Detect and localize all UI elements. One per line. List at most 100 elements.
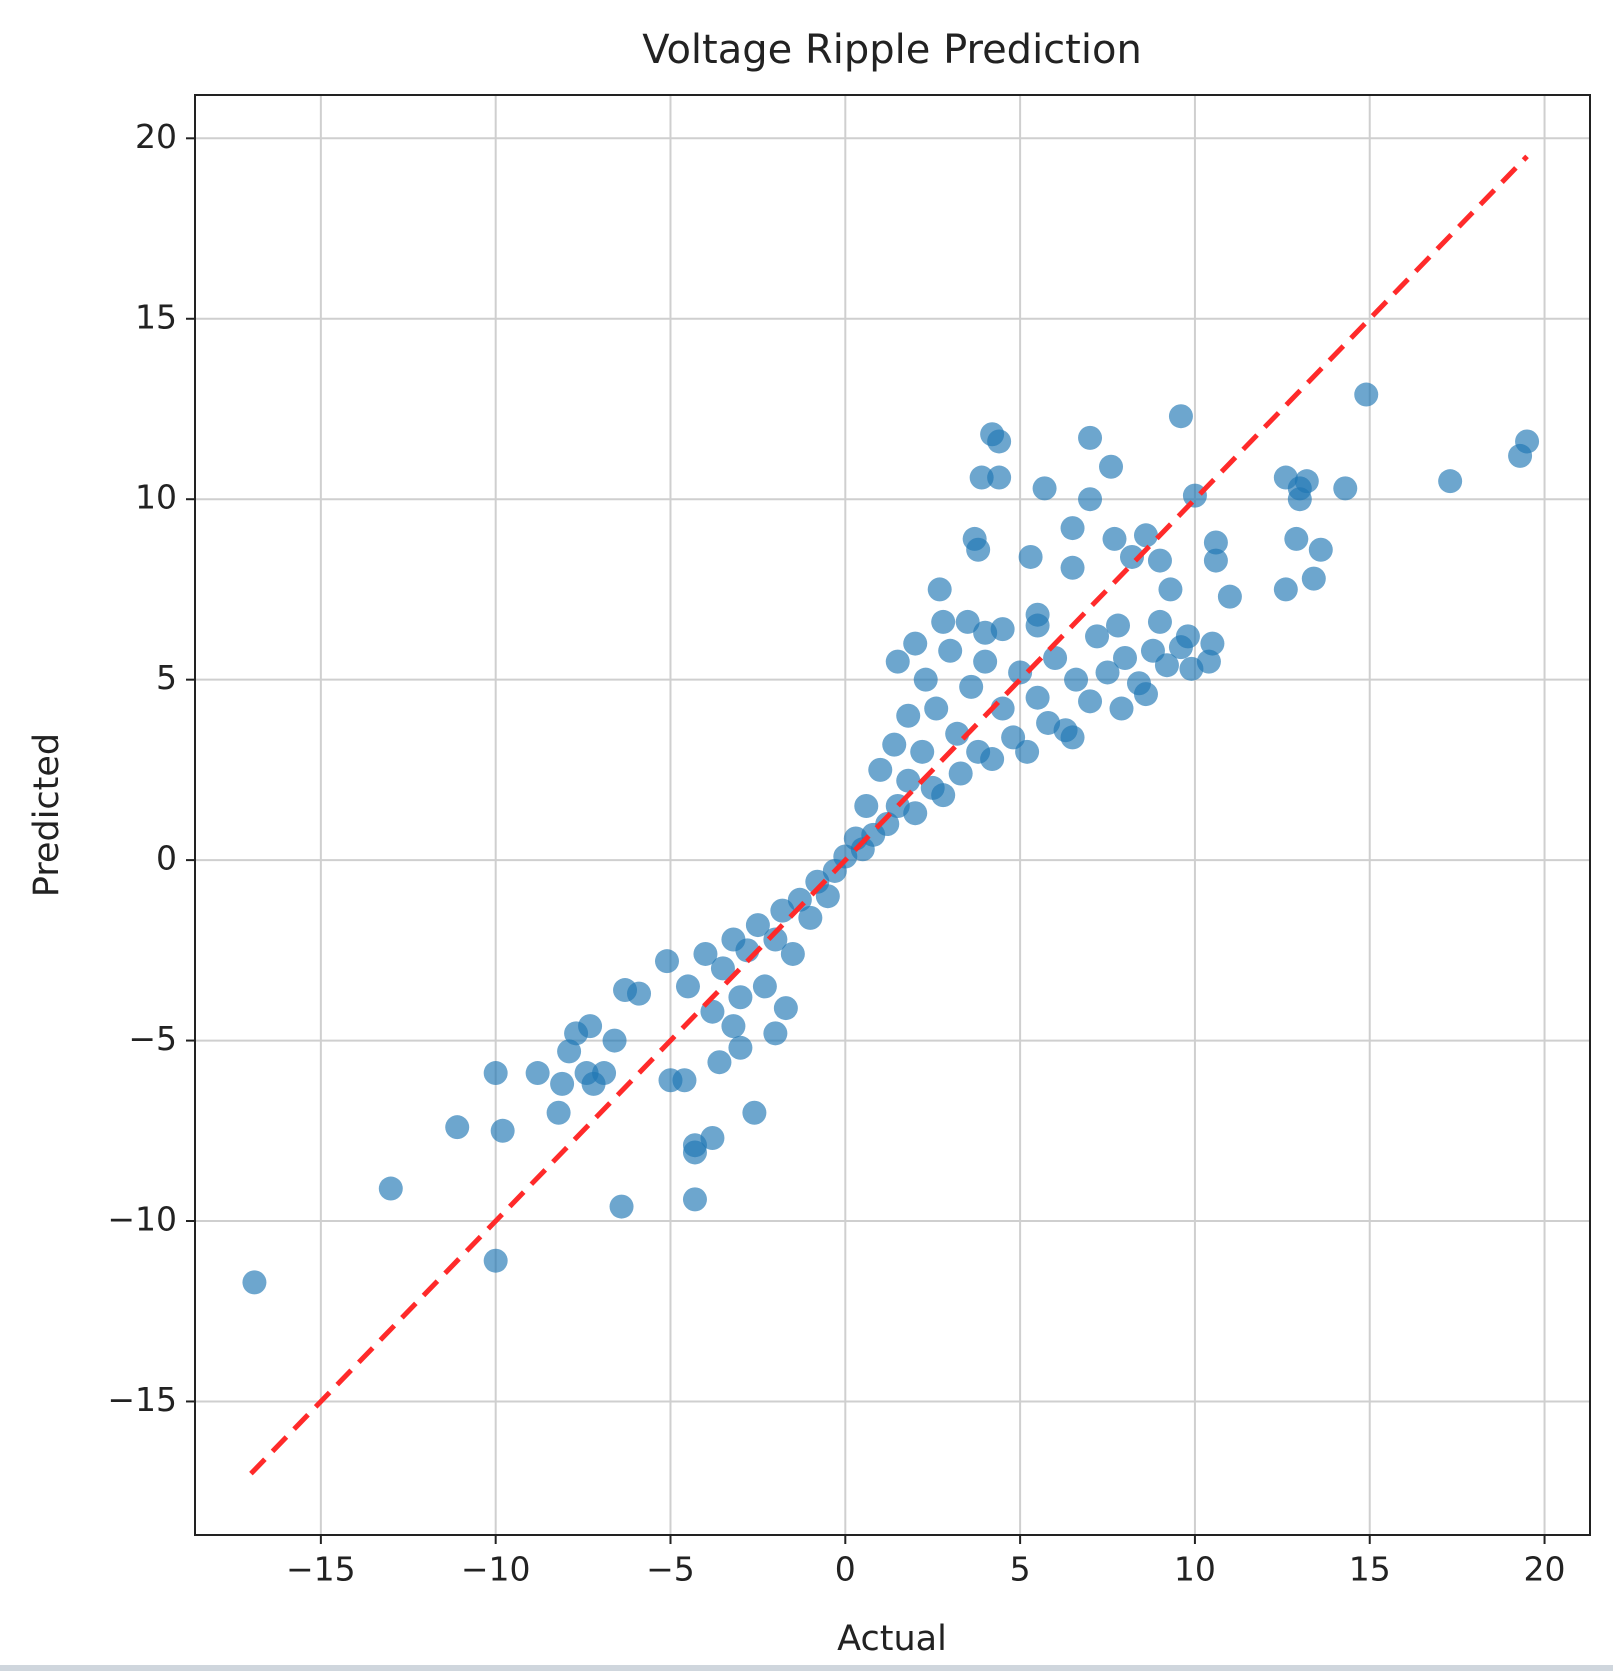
point <box>700 1126 725 1151</box>
x-tick-label: 5 <box>1010 1550 1031 1589</box>
point <box>1053 718 1078 743</box>
point <box>1284 526 1309 551</box>
point <box>602 1028 627 1053</box>
point <box>1168 635 1193 660</box>
point <box>707 1050 732 1075</box>
point <box>945 721 970 746</box>
point <box>927 577 952 602</box>
x-tick-label: 15 <box>1349 1550 1391 1589</box>
point <box>1113 646 1137 671</box>
reference-line <box>249 154 1529 1476</box>
point <box>966 537 991 562</box>
y-tick-label: 5 <box>156 658 177 697</box>
point <box>1333 476 1358 501</box>
point <box>787 887 812 912</box>
x-tick-label: −5 <box>646 1550 695 1589</box>
point <box>609 1194 634 1219</box>
point <box>948 761 973 786</box>
point <box>1515 429 1540 454</box>
point <box>1099 454 1124 479</box>
point <box>710 956 735 981</box>
point <box>868 757 893 782</box>
point <box>721 1014 746 1039</box>
point <box>1085 624 1110 649</box>
y-axis-label: Predicted <box>27 733 67 897</box>
axes-frame <box>194 94 1591 1536</box>
point <box>550 1071 575 1096</box>
point <box>1078 425 1103 450</box>
point <box>955 609 980 634</box>
point <box>1102 526 1127 551</box>
point <box>1168 404 1193 429</box>
point <box>815 884 840 909</box>
point <box>770 898 795 923</box>
point <box>1008 660 1033 685</box>
point <box>780 941 805 966</box>
point <box>546 1100 571 1125</box>
point <box>980 747 1005 772</box>
point <box>378 1176 403 1201</box>
point <box>672 1068 697 1093</box>
point <box>1106 613 1131 638</box>
point <box>896 768 921 793</box>
point <box>913 667 938 692</box>
point <box>987 465 1012 490</box>
point <box>1301 566 1326 591</box>
point <box>938 638 963 663</box>
point <box>752 974 777 999</box>
point <box>1147 548 1172 573</box>
y-tick-label: −15 <box>107 1380 177 1419</box>
point <box>1217 584 1242 609</box>
point <box>490 1118 515 1143</box>
point <box>557 1039 582 1064</box>
point <box>728 1035 753 1060</box>
point <box>1018 544 1043 569</box>
x-axis-label: Actual <box>837 1619 947 1659</box>
point <box>682 1187 707 1212</box>
point <box>445 1115 470 1140</box>
y-tick-label: 10 <box>135 478 177 517</box>
point <box>896 703 921 728</box>
y-tick-label: −10 <box>107 1200 177 1239</box>
point <box>1294 469 1319 494</box>
point <box>627 981 652 1006</box>
point <box>1179 656 1204 681</box>
point <box>973 649 998 674</box>
point <box>973 620 998 645</box>
point <box>578 1014 603 1039</box>
point <box>728 985 753 1010</box>
point <box>987 429 1012 454</box>
y-tick-label: −5 <box>128 1019 177 1058</box>
point <box>242 1270 267 1295</box>
x-tick-label: −10 <box>461 1550 531 1589</box>
point <box>959 674 984 699</box>
point <box>798 905 823 930</box>
point <box>1203 530 1228 555</box>
point <box>1354 382 1379 407</box>
point <box>885 649 910 674</box>
y-tick-label: 15 <box>135 297 177 336</box>
point <box>742 1100 767 1125</box>
point <box>1287 487 1312 512</box>
point <box>675 974 700 999</box>
x-tick-label: 20 <box>1524 1550 1566 1589</box>
point <box>1273 577 1298 602</box>
point <box>903 631 928 656</box>
point <box>693 941 718 966</box>
x-tick-label: −15 <box>286 1550 356 1589</box>
point <box>654 949 679 974</box>
point <box>1060 555 1085 580</box>
point <box>910 739 935 764</box>
point <box>763 1021 788 1046</box>
x-tick-label: 10 <box>1174 1550 1216 1589</box>
y-tick-label: 0 <box>156 839 177 878</box>
point <box>1078 689 1103 714</box>
point <box>1095 660 1120 685</box>
point <box>882 732 907 757</box>
point <box>931 783 956 808</box>
point <box>1060 516 1085 541</box>
point <box>1438 469 1463 494</box>
point <box>745 913 770 938</box>
x-tick-label: 0 <box>835 1550 856 1589</box>
